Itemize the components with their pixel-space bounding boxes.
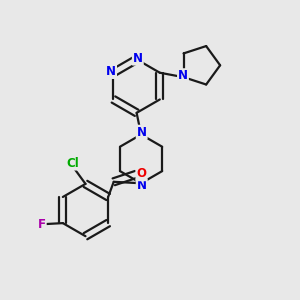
- Text: O: O: [136, 167, 146, 180]
- Text: N: N: [106, 65, 116, 78]
- Text: N: N: [137, 179, 147, 192]
- Text: Cl: Cl: [66, 157, 79, 169]
- Text: N: N: [133, 52, 143, 65]
- Text: F: F: [38, 218, 46, 230]
- Text: N: N: [137, 126, 147, 139]
- Text: N: N: [178, 69, 188, 82]
